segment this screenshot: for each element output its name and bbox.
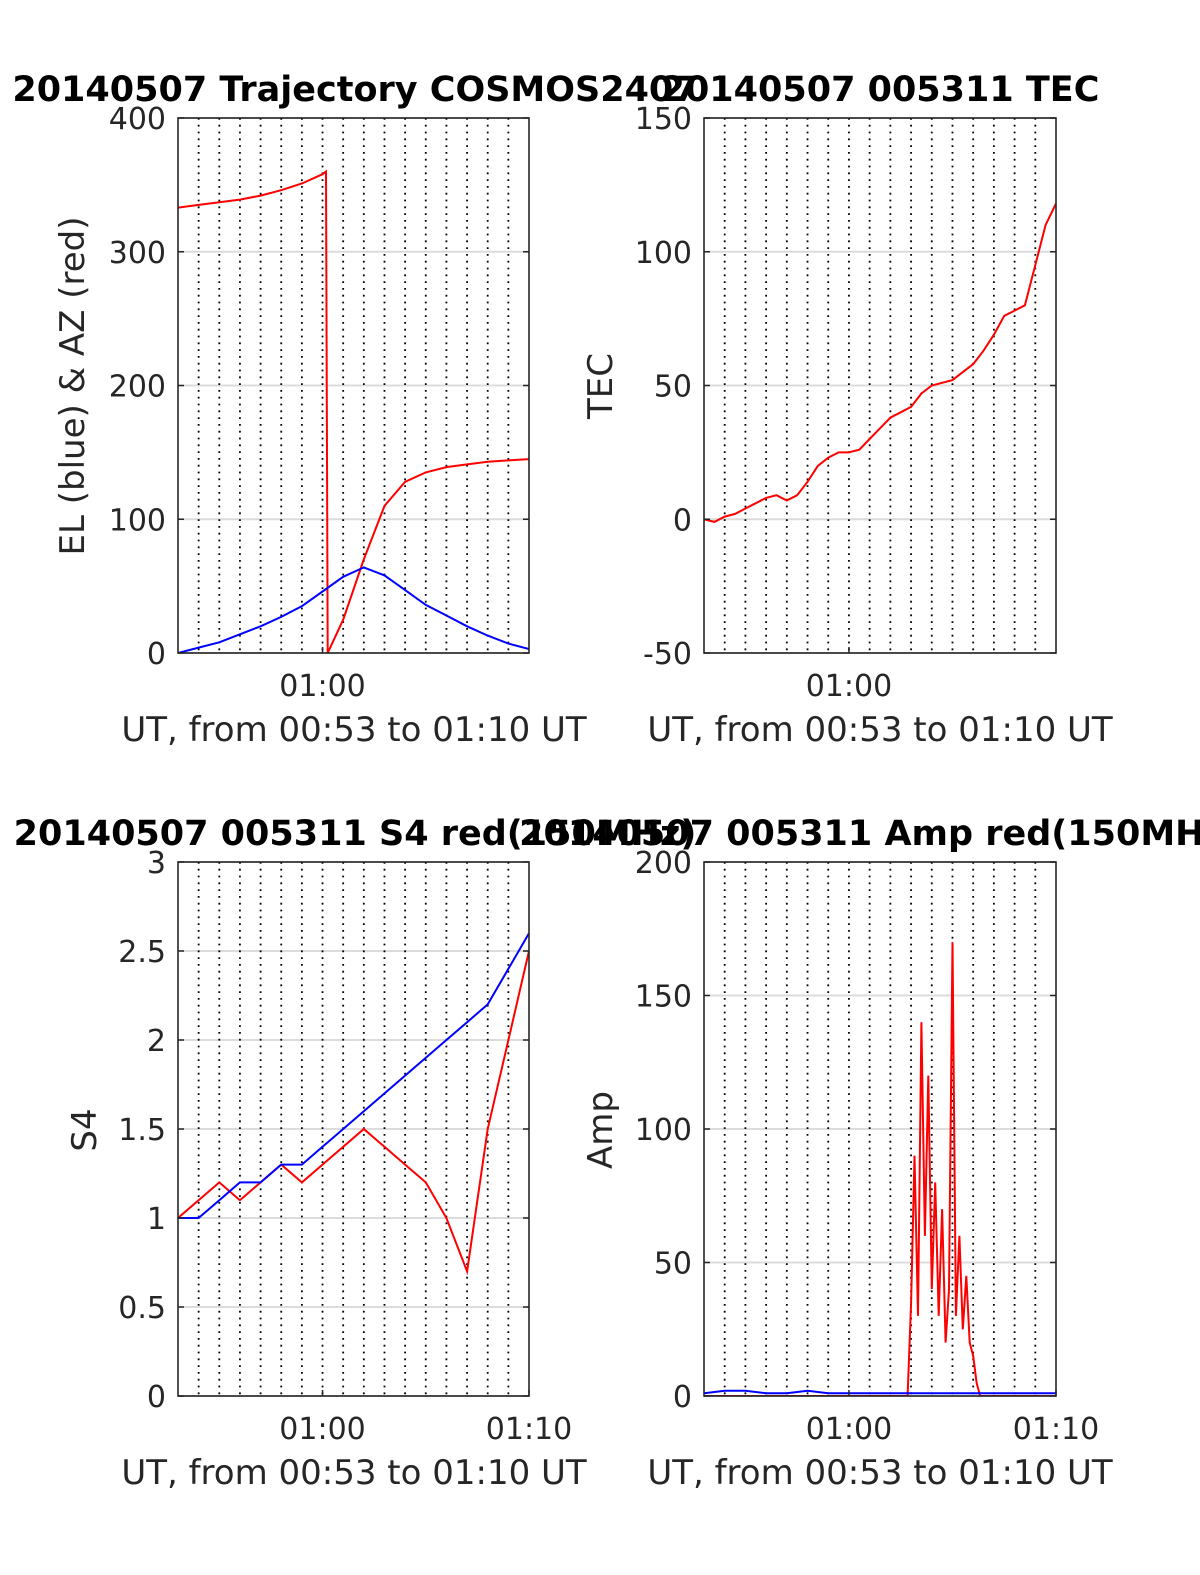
amp-ylabel: Amp	[581, 1091, 621, 1169]
y-tick-label: 1.5	[118, 1113, 166, 1148]
y-tick-label: 0	[147, 637, 166, 672]
y-tick-label: -50	[643, 637, 692, 672]
tec-title: 20140507 005311 TEC	[661, 70, 1100, 110]
tec-ylabel: TEC	[581, 353, 621, 420]
amp-plot-area: 0 50 100 150 200 01:00 01:10	[635, 846, 1100, 1447]
y-tick-label: 0	[673, 1380, 692, 1415]
trajectory-title: 20140507 Trajectory COSMOS2407	[12, 70, 697, 110]
y-tick-label: 200	[109, 370, 166, 405]
series-line-1	[178, 932, 529, 1219]
series-line-0	[178, 169, 529, 653]
x-tick-label: 01:10	[486, 1412, 572, 1447]
panel-s4: 20140507 005311 S4 red(150MHz) 0 0.5 1 1.5 2…	[14, 814, 697, 1493]
s4-xlabel: UT, from 00:53 to 01:10 UT	[121, 1453, 587, 1493]
y-tick-label: 1	[147, 1202, 166, 1237]
y-tick-label: 150	[635, 980, 692, 1015]
s4-plot-area: 0 0.5 1 1.5 2 2.5 3 01:00 01:10	[118, 846, 572, 1447]
y-tick-label: 100	[635, 1113, 692, 1148]
y-tick-label: 400	[109, 102, 166, 137]
y-tick-label: 2.5	[118, 935, 166, 970]
y-tick-label: 100	[109, 503, 166, 538]
y-tick-label: 0.5	[118, 1291, 166, 1326]
y-tick-label: 200	[635, 846, 692, 881]
series-line-0	[704, 203, 1056, 523]
panel-tec: 20140507 005311 TEC -50 0 50 100 150 01:00 UT…	[581, 70, 1113, 750]
y-tick-label: 50	[654, 370, 692, 405]
y-tick-label: 0	[673, 503, 692, 538]
tec-xlabel: UT, from 00:53 to 01:10 UT	[647, 710, 1113, 750]
series-line-0	[178, 950, 529, 1276]
x-tick-label: 01:00	[806, 1412, 892, 1447]
x-tick-label: 01:00	[806, 669, 892, 704]
tec-plot-area: -50 0 50 100 150 01:00	[635, 102, 1057, 704]
y-tick-label: 2	[147, 1024, 166, 1059]
trajectory-ylabel: EL (blue) & AZ (red)	[53, 216, 93, 555]
s4-ylabel: S4	[65, 1108, 105, 1151]
amp-title: 20140507 005311 Amp red(150MHz)	[519, 814, 1200, 854]
trajectory-plot-area: 0 100 200 300 400 01:00	[109, 102, 530, 704]
x-tick-label: 01:10	[1013, 1412, 1099, 1447]
y-tick-label: 50	[654, 1247, 692, 1282]
panel-amp: 20140507 005311 Amp red(150MHz) 0 50 100 15…	[519, 814, 1200, 1493]
series-line-1	[178, 566, 529, 653]
trajectory-xlabel: UT, from 00:53 to 01:10 UT	[121, 710, 587, 750]
s4-title: 20140507 005311 S4 red(150MHz)	[14, 814, 697, 854]
y-tick-label: 100	[635, 236, 692, 271]
x-tick-label: 01:00	[279, 1412, 365, 1447]
series-line-0	[704, 942, 1056, 1396]
y-tick-label: 3	[147, 846, 166, 881]
series-line-1	[704, 1389, 1056, 1395]
y-tick-label: 150	[635, 102, 692, 137]
panel-trajectory: 20140507 Trajectory COSMOS2407 0 100 200 30…	[12, 70, 697, 750]
y-tick-label: 300	[109, 236, 166, 271]
amp-xlabel: UT, from 00:53 to 01:10 UT	[647, 1453, 1113, 1493]
y-tick-label: 0	[147, 1380, 166, 1415]
x-tick-label: 01:00	[279, 669, 365, 704]
